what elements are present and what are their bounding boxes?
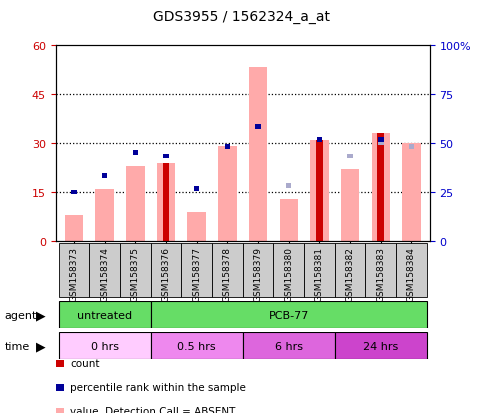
Bar — [378, 141, 384, 146]
Bar — [58, 244, 89, 297]
Bar — [409, 144, 414, 149]
Bar — [243, 332, 335, 359]
Bar — [366, 244, 396, 297]
Bar — [194, 187, 199, 192]
Bar — [163, 163, 170, 242]
Bar — [225, 144, 230, 149]
Bar — [163, 154, 169, 159]
Bar — [181, 244, 212, 297]
Text: GDS3955 / 1562324_a_at: GDS3955 / 1562324_a_at — [153, 10, 330, 24]
Text: GSM158384: GSM158384 — [407, 246, 416, 301]
Bar — [151, 332, 243, 359]
Bar — [280, 199, 298, 242]
Bar — [377, 134, 384, 242]
Bar — [304, 244, 335, 297]
Text: 0.5 hrs: 0.5 hrs — [177, 341, 216, 351]
Bar — [71, 190, 77, 195]
Bar — [132, 151, 138, 156]
Bar — [187, 212, 206, 242]
Bar — [58, 332, 151, 359]
Bar — [335, 244, 366, 297]
Bar — [96, 189, 114, 242]
Bar — [151, 244, 181, 297]
Text: GSM158375: GSM158375 — [131, 246, 140, 301]
Text: 0 hrs: 0 hrs — [91, 341, 119, 351]
Text: GSM158378: GSM158378 — [223, 246, 232, 301]
Text: GSM158382: GSM158382 — [346, 246, 355, 301]
Bar — [225, 144, 230, 149]
Bar — [218, 147, 237, 242]
Bar — [194, 187, 199, 192]
Bar — [286, 183, 292, 188]
Bar — [317, 138, 322, 143]
Text: GSM158376: GSM158376 — [161, 246, 170, 301]
Text: GSM158380: GSM158380 — [284, 246, 293, 301]
Bar — [151, 301, 427, 328]
Bar — [347, 154, 353, 159]
Bar — [316, 140, 323, 242]
Bar — [341, 170, 359, 242]
Text: GSM158383: GSM158383 — [376, 246, 385, 301]
Bar — [243, 244, 273, 297]
Bar — [126, 166, 144, 242]
Text: ▶: ▶ — [36, 339, 46, 353]
Text: 24 hrs: 24 hrs — [363, 341, 398, 351]
Bar — [120, 244, 151, 297]
Text: GSM158379: GSM158379 — [254, 246, 263, 301]
Text: percentile rank within the sample: percentile rank within the sample — [70, 382, 246, 392]
Bar — [65, 216, 83, 242]
Bar — [212, 244, 243, 297]
Bar — [102, 174, 107, 179]
Bar — [89, 244, 120, 297]
Text: ▶: ▶ — [36, 309, 46, 322]
Text: time: time — [5, 341, 30, 351]
Bar — [157, 163, 175, 242]
Bar — [71, 190, 77, 195]
Bar — [249, 68, 267, 242]
Bar — [310, 140, 328, 242]
Text: PCB-77: PCB-77 — [269, 310, 309, 320]
Text: GSM158373: GSM158373 — [70, 246, 78, 301]
Bar — [402, 144, 421, 242]
Bar — [396, 244, 427, 297]
Text: count: count — [70, 358, 99, 368]
Text: value, Detection Call = ABSENT: value, Detection Call = ABSENT — [70, 406, 235, 413]
Bar — [273, 244, 304, 297]
Bar — [256, 125, 261, 130]
Bar — [335, 332, 427, 359]
Bar — [102, 174, 107, 179]
Text: GSM158374: GSM158374 — [100, 246, 109, 301]
Text: untreated: untreated — [77, 310, 132, 320]
Bar — [371, 134, 390, 242]
Bar — [317, 138, 322, 143]
Bar — [378, 138, 384, 143]
Bar — [132, 151, 138, 156]
Bar — [58, 301, 151, 328]
Bar — [256, 125, 261, 130]
Text: agent: agent — [5, 310, 37, 320]
Text: GSM158381: GSM158381 — [315, 246, 324, 301]
Bar — [163, 154, 169, 159]
Text: 6 hrs: 6 hrs — [275, 341, 303, 351]
Text: GSM158377: GSM158377 — [192, 246, 201, 301]
